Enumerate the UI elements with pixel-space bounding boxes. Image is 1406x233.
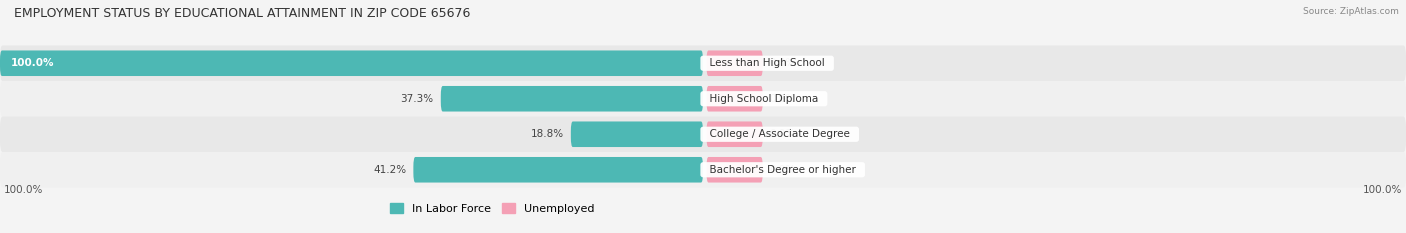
Text: Bachelor's Degree or higher: Bachelor's Degree or higher [703, 165, 862, 175]
Text: 0.0%: 0.0% [770, 94, 796, 104]
Text: 100.0%: 100.0% [1362, 185, 1403, 195]
FancyBboxPatch shape [441, 86, 703, 112]
Text: 100.0%: 100.0% [3, 185, 44, 195]
FancyBboxPatch shape [0, 116, 1406, 152]
Text: 41.2%: 41.2% [373, 165, 406, 175]
Text: College / Associate Degree: College / Associate Degree [703, 129, 856, 139]
Text: 0.0%: 0.0% [770, 58, 796, 68]
FancyBboxPatch shape [0, 81, 1406, 116]
FancyBboxPatch shape [0, 152, 1406, 188]
Text: EMPLOYMENT STATUS BY EDUCATIONAL ATTAINMENT IN ZIP CODE 65676: EMPLOYMENT STATUS BY EDUCATIONAL ATTAINM… [14, 7, 471, 20]
Text: Source: ZipAtlas.com: Source: ZipAtlas.com [1303, 7, 1399, 16]
Text: 18.8%: 18.8% [530, 129, 564, 139]
FancyBboxPatch shape [571, 121, 703, 147]
FancyBboxPatch shape [0, 45, 1406, 81]
Text: Less than High School: Less than High School [703, 58, 831, 68]
Legend: In Labor Force, Unemployed: In Labor Force, Unemployed [385, 199, 599, 218]
FancyBboxPatch shape [707, 86, 762, 112]
FancyBboxPatch shape [413, 157, 703, 182]
Text: 0.0%: 0.0% [770, 165, 796, 175]
FancyBboxPatch shape [707, 121, 762, 147]
Text: 100.0%: 100.0% [10, 58, 53, 68]
FancyBboxPatch shape [0, 51, 703, 76]
FancyBboxPatch shape [707, 51, 762, 76]
Text: High School Diploma: High School Diploma [703, 94, 825, 104]
FancyBboxPatch shape [707, 157, 762, 182]
Text: 37.3%: 37.3% [401, 94, 434, 104]
Text: 0.0%: 0.0% [770, 129, 796, 139]
